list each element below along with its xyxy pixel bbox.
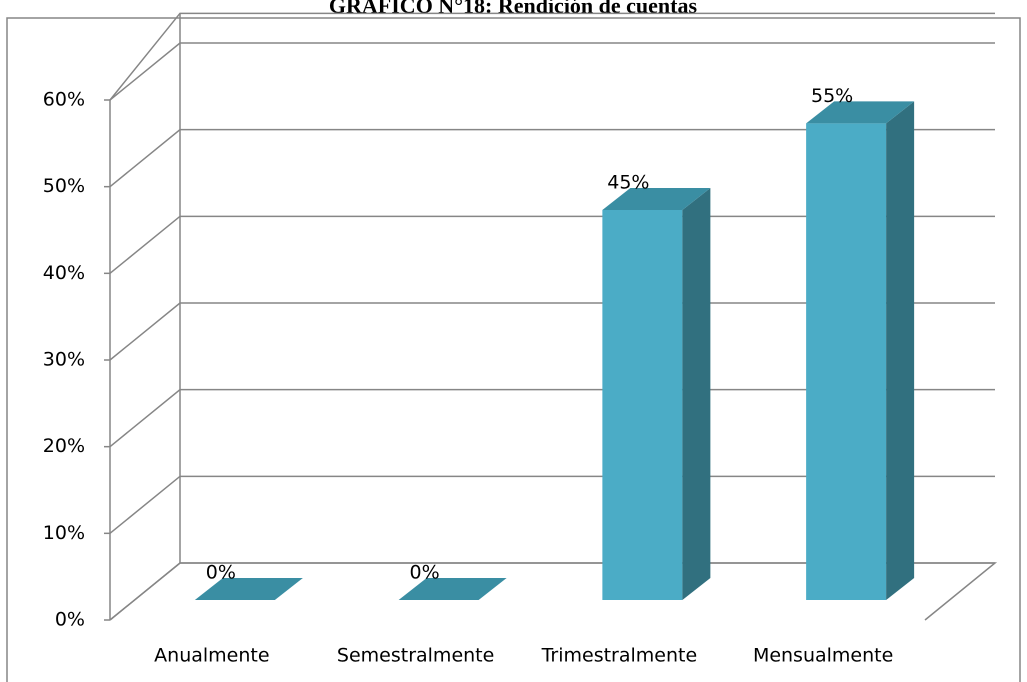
grid-line — [109, 215, 995, 274]
value-label: 55% — [811, 85, 853, 107]
y-tick-label: 50% — [43, 175, 85, 197]
bar-top — [602, 188, 711, 210]
x-tick-label: Trimestralmente — [541, 645, 698, 667]
bar-front — [602, 210, 683, 600]
chart-title: GRAFICO N°18: Rendición de cuentas — [329, 0, 698, 18]
grid-line — [109, 42, 995, 101]
grid-line — [109, 302, 995, 361]
bar-front — [806, 123, 887, 600]
wall-top — [109, 12, 995, 101]
value-label: 45% — [607, 172, 649, 194]
bar — [194, 578, 303, 600]
bar — [398, 578, 507, 600]
x-tick-label: Mensualmente — [753, 645, 893, 667]
grid-line — [109, 562, 995, 621]
y-tick-label: 30% — [43, 349, 85, 371]
y-tick-label: 40% — [43, 262, 85, 284]
bar-top — [194, 578, 303, 600]
grid-line — [109, 475, 995, 534]
y-tick-label: 10% — [43, 522, 85, 544]
y-tick-label: 20% — [43, 435, 85, 457]
bar-side — [682, 188, 711, 600]
bar — [806, 101, 915, 600]
x-tick-label: Semestralmente — [337, 645, 494, 667]
y-tick-label: 0% — [55, 609, 85, 631]
value-label: 0% — [206, 562, 236, 584]
bar — [602, 188, 711, 600]
value-label: 0% — [410, 562, 440, 584]
grid-line — [109, 128, 995, 188]
bar-top — [398, 578, 507, 600]
bar-side — [886, 101, 915, 600]
bar-top — [806, 101, 915, 124]
y-tick-label: 60% — [43, 89, 85, 111]
x-tick-label: Anualmente — [154, 645, 269, 667]
grid-line — [109, 388, 995, 448]
